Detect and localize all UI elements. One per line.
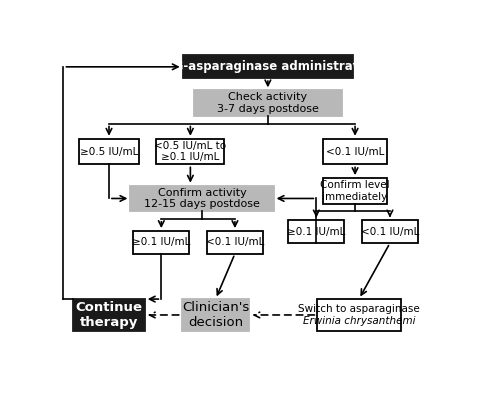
FancyBboxPatch shape: [362, 220, 418, 243]
Text: <0.1 IU/mL: <0.1 IU/mL: [326, 147, 384, 156]
Text: ≥0.1 IU/mL: ≥0.1 IU/mL: [132, 237, 190, 247]
Text: Switch to asparaginase: Switch to asparaginase: [298, 304, 420, 314]
Text: Erwinia chrysanthemi: Erwinia chrysanthemi: [302, 316, 415, 326]
FancyBboxPatch shape: [323, 178, 387, 204]
FancyBboxPatch shape: [130, 185, 274, 211]
Text: <0.5 IU/mL to
≥0.1 IU/mL: <0.5 IU/mL to ≥0.1 IU/mL: [154, 141, 226, 162]
FancyBboxPatch shape: [318, 299, 400, 331]
FancyBboxPatch shape: [194, 90, 342, 116]
FancyBboxPatch shape: [323, 139, 387, 164]
FancyBboxPatch shape: [73, 299, 145, 331]
FancyBboxPatch shape: [207, 231, 263, 254]
FancyBboxPatch shape: [79, 139, 139, 164]
FancyBboxPatch shape: [156, 139, 224, 164]
FancyBboxPatch shape: [133, 231, 190, 254]
Text: Confirm level
immediately: Confirm level immediately: [320, 180, 390, 202]
Text: Clinician's
decision: Clinician's decision: [182, 301, 249, 329]
Text: ≥0.1 IU/mL: ≥0.1 IU/mL: [287, 227, 346, 237]
Text: Check activity
3-7 days postdose: Check activity 3-7 days postdose: [217, 92, 319, 114]
FancyBboxPatch shape: [182, 299, 250, 331]
Text: <0.1 IU/mL: <0.1 IU/mL: [206, 237, 264, 247]
Text: Continue
therapy: Continue therapy: [76, 301, 142, 329]
FancyBboxPatch shape: [288, 220, 344, 243]
Text: Confirm activity
12-15 days postdose: Confirm activity 12-15 days postdose: [144, 188, 260, 209]
FancyBboxPatch shape: [182, 55, 353, 78]
Text: ≥0.5 IU/mL: ≥0.5 IU/mL: [80, 147, 138, 156]
Text: PEG-asparaginase administration: PEG-asparaginase administration: [157, 61, 379, 73]
Text: <0.1 IU/mL: <0.1 IU/mL: [361, 227, 419, 237]
